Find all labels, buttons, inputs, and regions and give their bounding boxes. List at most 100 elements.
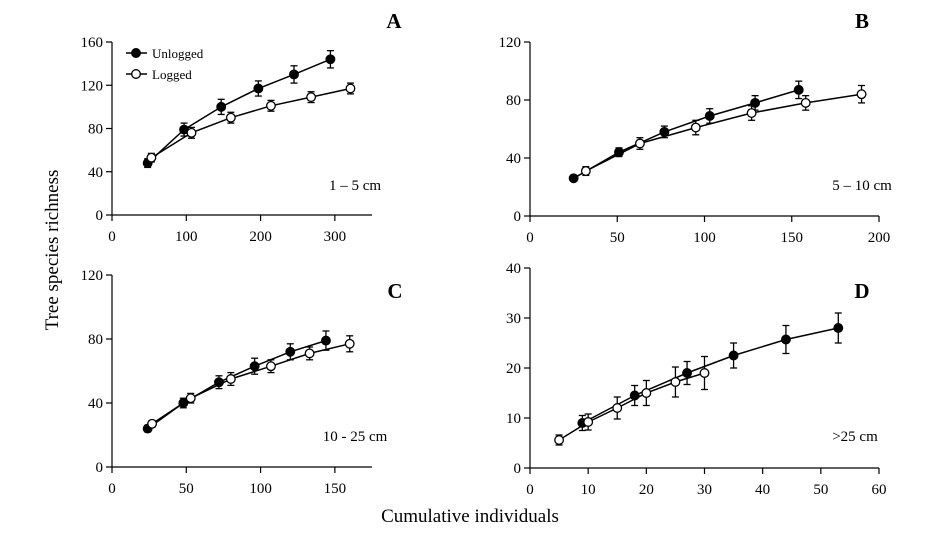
data-point [320,335,331,346]
panel-letter: C [387,279,402,303]
y-tick-label: 30 [506,311,521,327]
legend-entry: Unlogged [126,46,204,61]
x-tick-label: 0 [108,481,116,497]
size-class-label: >25 cm [832,429,878,445]
size-class-label: 1 – 5 cm [329,178,381,194]
data-point [699,368,710,378]
data-point [186,127,197,138]
legend-label: Logged [152,67,192,82]
data-point [583,417,594,427]
series-line [558,372,705,441]
x-tick-label: 300 [324,229,347,245]
x-tick-label: 60 [872,482,887,498]
x-tick-label: 40 [755,482,770,498]
data-point [780,334,791,345]
data-point [285,346,296,357]
x-tick-label: 50 [610,230,625,246]
legend-entry: Logged [126,67,192,82]
y-tick-label: 10 [506,411,521,427]
y-tick-label: 120 [499,35,522,51]
data-point [833,323,844,333]
data-point [690,122,701,133]
x-tick-label: 20 [639,482,654,498]
data-point [568,173,579,184]
data-point [746,108,757,119]
y-tick-label: 40 [506,261,521,277]
x-tick-label: 100 [693,230,716,246]
data-point [325,54,336,65]
series-line [151,87,351,159]
data-point [670,377,681,387]
panel-a: 0 40 80 120 160 0 100 200 300 A 1 – 5 cm [81,9,403,245]
y-tick-label: 120 [81,268,104,284]
data-point [225,374,236,384]
series-line [151,343,350,425]
x-tick-label: 10 [581,482,596,498]
data-point [185,393,196,404]
x-tick-label: 0 [108,229,116,245]
panel-letter: A [386,9,402,33]
x-tick-label: 100 [249,481,272,497]
data-point [147,418,158,429]
y-tick-label: 120 [81,78,104,94]
x-tick-label: 50 [179,481,194,497]
data-point [728,350,739,361]
x-tick-label: 0 [526,230,534,246]
y-tick-label: 0 [514,209,522,225]
y-tick-label: 80 [88,122,103,138]
data-point [554,435,565,445]
x-axis-title: Cumulative individuals [381,506,559,527]
series-unlogged [568,80,804,184]
x-tick-label: 150 [781,230,804,246]
data-point [641,388,652,398]
data-point [253,83,264,94]
data-point [750,97,761,108]
y-tick-label: 40 [506,151,521,167]
series-line [573,89,799,179]
y-tick-label: 0 [96,460,104,476]
series-logged [580,84,867,177]
legend: Unlogged Logged [126,46,204,82]
series-unlogged [142,50,336,169]
x-tick-label: 100 [175,229,198,245]
data-point [306,92,317,103]
size-class-label: 10 - 25 cm [323,429,388,445]
data-point [289,69,299,80]
panel-d: 0 10 20 30 40 0 10 20 30 40 50 60 D >25 cm [506,261,887,498]
series-logged [147,335,355,429]
legend-marker [131,69,141,79]
y-tick-label: 80 [88,332,103,348]
x-tick-label: 30 [697,482,712,498]
y-tick-label: 160 [81,35,104,51]
panel-letter: B [855,9,869,33]
series-line [585,93,862,172]
data-point [856,89,867,100]
y-tick-label: 0 [96,208,104,224]
y-tick-label: 20 [506,361,521,377]
data-point [249,361,260,372]
panel-c: 0 40 80 120 0 50 100 150 C 10 - 25 cm [81,268,403,497]
data-point [146,152,157,163]
data-point [793,84,804,95]
size-class-label: 5 – 10 cm [832,178,892,194]
data-point [612,403,623,413]
series-logged [146,82,356,163]
series-line [147,58,331,164]
y-axis-title: Tree species richness [42,170,63,331]
x-tick-label: 150 [324,481,347,497]
y-tick-label: 80 [506,93,521,109]
y-tick-label: 40 [88,165,103,181]
y-tick-label: 0 [514,461,522,477]
data-point [634,138,645,149]
data-point [266,100,276,111]
panel-b: 0 40 80 120 0 50 100 150 200 B 5 – 10 cm [499,9,893,246]
x-tick-label: 0 [526,482,534,498]
series-line [582,327,839,424]
data-point [266,361,276,372]
data-point [682,368,693,378]
data-point [580,166,591,177]
x-tick-label: 200 [249,229,272,245]
data-point [216,101,227,112]
series-line [147,339,327,430]
